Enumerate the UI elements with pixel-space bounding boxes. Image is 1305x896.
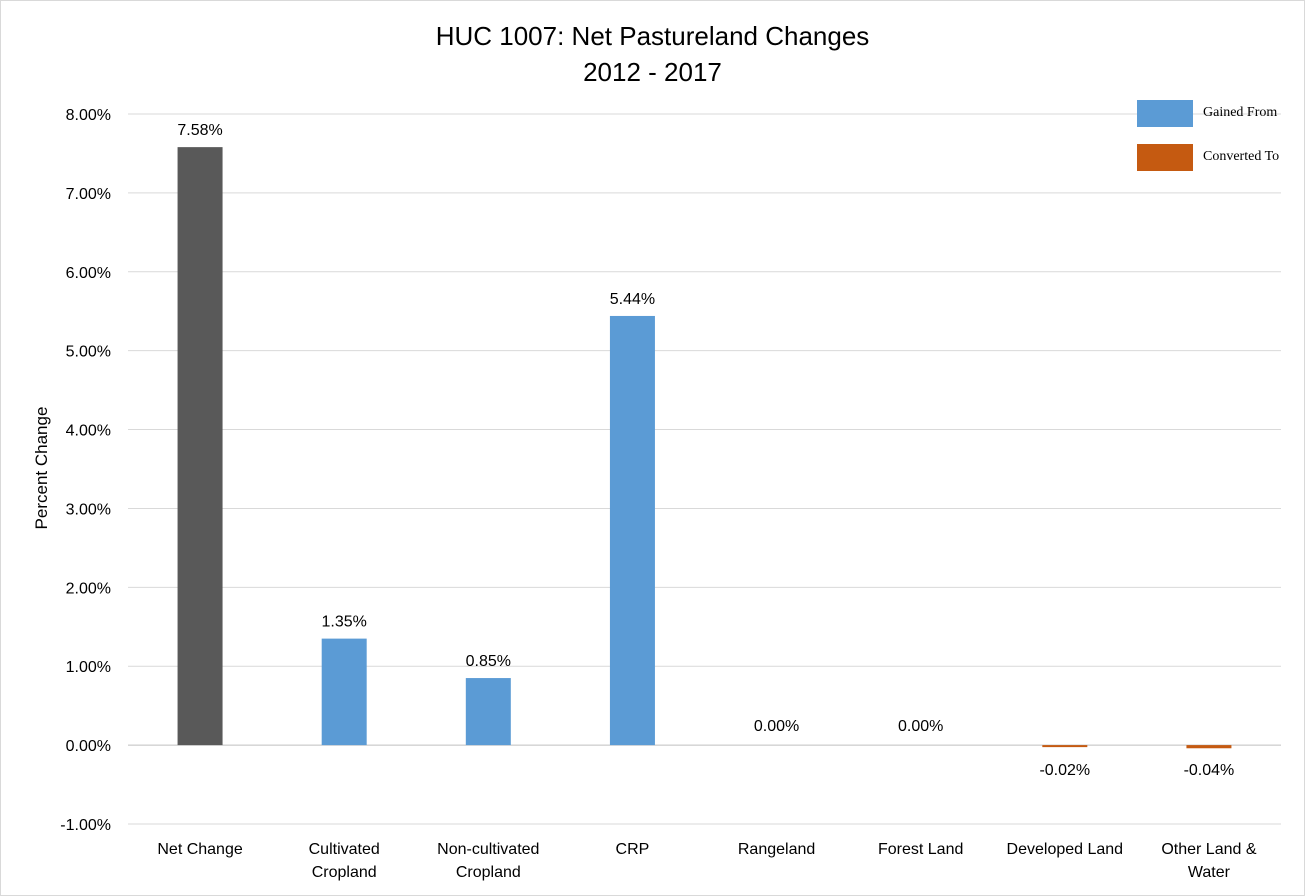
data-label: -0.04% <box>1184 762 1235 779</box>
data-label: 0.85% <box>466 653 511 670</box>
x-tick-label: CRP <box>616 841 650 858</box>
x-tick-label: Cultivated <box>309 841 380 858</box>
y-tick-label: 3.00% <box>66 501 111 518</box>
data-label: 7.58% <box>177 122 222 139</box>
x-tick-label: Cropland <box>312 864 377 881</box>
y-tick-label: 2.00% <box>66 580 111 597</box>
x-tick-label: Forest Land <box>878 841 963 858</box>
y-tick-label: 7.00% <box>66 186 111 203</box>
y-tick-label: 4.00% <box>66 423 111 440</box>
y-tick-label: 0.00% <box>66 738 111 755</box>
y-tick-label: 8.00% <box>66 107 111 124</box>
bar-net-change <box>177 147 223 746</box>
bar-cultivated-cropland <box>321 638 367 746</box>
data-label: -0.02% <box>1039 762 1090 779</box>
y-tick-label: 5.00% <box>66 344 111 361</box>
x-tick-label: Net Change <box>157 841 242 858</box>
bar-other-land-water <box>1186 745 1232 749</box>
x-tick-label: Non-cultivated <box>437 841 539 858</box>
y-tick-label: 1.00% <box>66 659 111 676</box>
data-label: 5.44% <box>610 291 655 308</box>
x-tick-label: Other Land & <box>1161 841 1257 858</box>
legend-swatch-converted-to <box>1137 144 1193 171</box>
y-tick-label: -1.00% <box>60 817 111 834</box>
data-label: 0.00% <box>898 718 943 735</box>
x-tick-label: Developed Land <box>1007 841 1124 858</box>
data-label: 0.00% <box>754 718 799 735</box>
chart-subtitle: 2012 - 2017 <box>583 57 722 87</box>
chart-title: HUC 1007: Net Pastureland Changes <box>435 21 870 51</box>
y-tick-label: 6.00% <box>66 265 111 282</box>
x-tick-label: Water <box>1188 864 1231 881</box>
x-tick-label: Rangeland <box>738 841 815 858</box>
bar-non-cultivated-cropland <box>465 678 511 746</box>
bar-crp <box>609 315 655 746</box>
legend-label-converted-to: Converted To <box>1203 149 1280 164</box>
legend-label-gained-from: Gained From <box>1203 105 1278 120</box>
x-tick-label: Cropland <box>456 864 521 881</box>
bar-developed-land <box>1042 745 1088 748</box>
data-label: 1.35% <box>322 614 367 631</box>
legend-swatch-gained-from <box>1137 100 1193 127</box>
